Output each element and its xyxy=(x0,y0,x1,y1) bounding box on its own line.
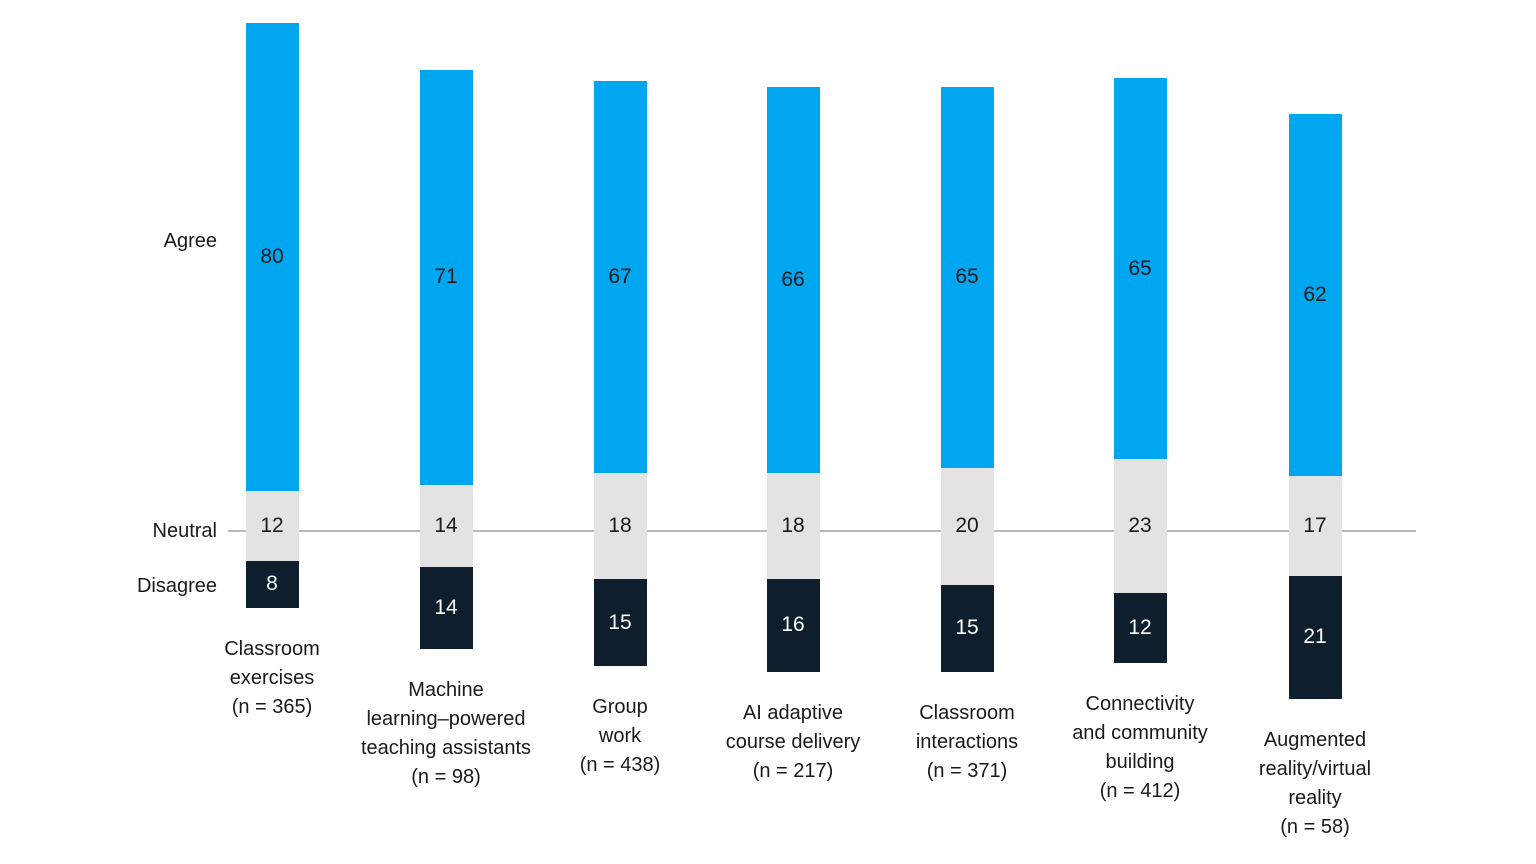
value-label-disagree: 21 xyxy=(1303,625,1327,649)
value-label-agree: 71 xyxy=(434,265,458,289)
bar-group: 71 14 14 xyxy=(419,69,473,649)
value-label-neutral: 17 xyxy=(1303,513,1327,537)
axis-line xyxy=(228,530,1416,532)
bar-segment-agree: 66 xyxy=(766,87,820,474)
bar-segment-agree: 71 xyxy=(419,69,473,486)
value-label-agree: 65 xyxy=(955,265,979,289)
axis-label-neutral: Neutral xyxy=(152,520,217,542)
bar-segment-disagree: 8 xyxy=(245,561,299,608)
bar-segment-neutral: 14 xyxy=(419,485,473,567)
bar-segment-disagree: 14 xyxy=(419,566,473,649)
axis-label-agree: Agree xyxy=(163,230,217,252)
axis-label-disagree: Disagree xyxy=(136,575,217,597)
value-label-neutral: 18 xyxy=(608,513,632,537)
category-label: Machine learning–powered teaching assist… xyxy=(360,678,532,788)
bar-segment-agree: 80 xyxy=(245,22,299,491)
value-label-disagree: 14 xyxy=(434,595,458,619)
category-label: Connectivity and community building (n =… xyxy=(1072,693,1208,803)
value-label-agree: 66 xyxy=(781,268,805,292)
bar-segment-neutral: 18 xyxy=(593,473,647,579)
value-label-agree: 62 xyxy=(1303,282,1327,306)
category-label: Classroom interactions (n = 371) xyxy=(915,702,1019,783)
value-label-agree: 67 xyxy=(608,265,632,289)
bar-segment-neutral: 18 xyxy=(766,473,820,579)
value-label-neutral: 12 xyxy=(260,513,284,537)
bar-group: 62 17 21 xyxy=(1288,113,1342,699)
category-label: Group work (n = 438) xyxy=(579,696,661,777)
bar-group: 66 18 16 xyxy=(766,87,820,673)
bar-segment-disagree: 15 xyxy=(940,584,994,673)
value-label-neutral: 23 xyxy=(1128,513,1152,537)
bar-segment-agree: 65 xyxy=(940,87,994,468)
bar-segment-agree: 62 xyxy=(1288,113,1342,477)
value-label-neutral: 14 xyxy=(434,513,458,537)
value-label-disagree: 8 xyxy=(266,572,278,596)
bar-group: 67 18 15 xyxy=(593,81,647,667)
value-label-agree: 80 xyxy=(260,244,284,268)
category-label: Augmented reality/virtual reality (n = 5… xyxy=(1258,728,1372,838)
value-label-neutral: 20 xyxy=(955,514,979,537)
bar-group: 65 23 12 xyxy=(1113,78,1167,664)
bar-segment-neutral: 20 xyxy=(940,467,994,585)
value-label-agree: 65 xyxy=(1128,256,1152,280)
bar-segment-neutral: 12 xyxy=(245,490,299,562)
bar-segment-disagree: 21 xyxy=(1288,575,1342,699)
value-label-disagree: 12 xyxy=(1128,616,1152,640)
category-label: AI adaptive course delivery (n = 217) xyxy=(725,702,861,783)
bar-segment-agree: 67 xyxy=(593,81,647,474)
value-label-disagree: 16 xyxy=(781,613,805,637)
value-label-disagree: 15 xyxy=(608,610,632,634)
bar-segment-neutral: 23 xyxy=(1113,458,1167,594)
value-label-neutral: 18 xyxy=(781,513,805,537)
value-label-disagree: 15 xyxy=(955,616,979,640)
bar-group: 65 20 15 xyxy=(940,87,994,673)
category-label: Classroom exercises (n = 365) xyxy=(224,637,320,718)
bar-group: 80 12 8 xyxy=(245,22,299,608)
bar-segment-disagree: 15 xyxy=(593,578,647,667)
bar-segment-disagree: 16 xyxy=(766,578,820,673)
bar-segment-agree: 65 xyxy=(1113,78,1167,459)
bar-segment-disagree: 12 xyxy=(1113,593,1167,664)
bar-segment-neutral: 17 xyxy=(1288,476,1342,576)
